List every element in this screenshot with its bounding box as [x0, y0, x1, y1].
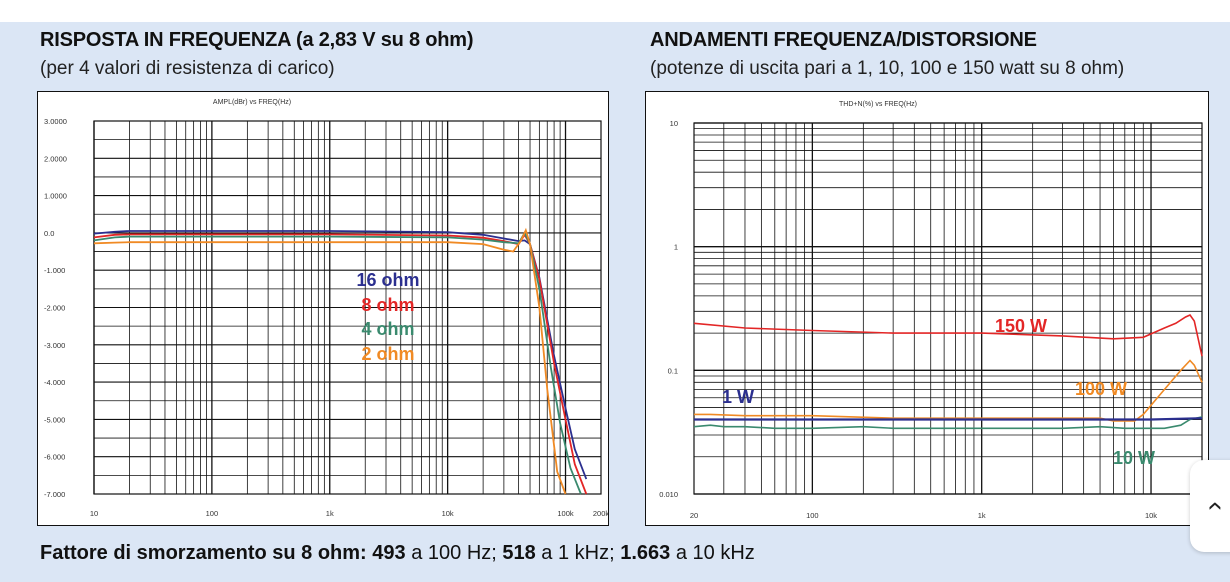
y-tick-label: -3.000 — [44, 341, 65, 350]
y-tick-label: -4.000 — [44, 378, 65, 387]
y-tick-label: 0.010 — [659, 490, 678, 499]
y-tick-label: 2.0000 — [44, 154, 67, 163]
legend-8-ohm: 8 ohm — [361, 295, 414, 315]
plot-area — [93, 120, 602, 495]
y-tick-label: 1.0000 — [44, 192, 67, 201]
y-tick-label: -1.000 — [44, 266, 65, 275]
series-line-1-W — [694, 417, 1203, 421]
y-tick-label: 10 — [670, 119, 678, 128]
left-chart-subtitle: (per 4 valori di resistenza di carico) — [40, 58, 335, 79]
damping-value-1khz: 518 — [502, 542, 536, 564]
series-line-10-W — [693, 416, 1203, 430]
legend-150-W: 150 W — [995, 316, 1047, 336]
y-tick-label: 0.1 — [668, 366, 678, 375]
frequency-response-chart: AMPL(dBr) vs FREQ(Hz) 3.0000 2.0000 1.0000 0… — [44, 99, 609, 518]
legend-4-ohm: 4 ohm — [361, 319, 414, 339]
chevron-icon: ‹ — [1201, 501, 1230, 511]
y-tick-label: -5.000 — [44, 415, 65, 424]
right-chart-title: ANDAMENTI FREQUENZA/DISTORSIONE — [650, 29, 1037, 51]
x-tick-label: 10 — [90, 509, 98, 518]
y-tick-label: 3.0000 — [44, 117, 67, 126]
y-tick-label: 1 — [674, 243, 678, 252]
right-chart-subtitle: (potenze di uscita pari a 1, 10, 100 e 1… — [650, 58, 1125, 79]
distortion-chart: THD+N(%) vs FREQ(Hz) 10 1 0.1 0.010 20 100 1k 10… — [659, 101, 1203, 520]
left-chart-frame: AMPL(dBr) vs FREQ(Hz) 3.0000 2.0000 1.0000 0… — [37, 91, 609, 526]
damping-factor-line: Fattore di smorzamento su 8 ohm: 493 a 1… — [40, 542, 755, 565]
x-tick-label: 100 — [806, 511, 819, 520]
y-tick-label: -7.000 — [44, 490, 65, 499]
legend-2-ohm: 2 ohm — [361, 344, 414, 364]
chart-header: THD+N(%) vs FREQ(Hz) — [839, 101, 917, 108]
damping-label: Fattore di smorzamento su 8 ohm: — [40, 542, 367, 564]
x-tick-label: 10k — [442, 509, 454, 518]
x-tick-label: 1k — [326, 509, 334, 518]
x-tick-label: 100 — [206, 509, 219, 518]
plot-area — [693, 122, 1203, 495]
legend-10-W: 10 W — [1113, 448, 1155, 468]
right-chart-frame: THD+N(%) vs FREQ(Hz) 10 1 0.1 0.010 20 100 1k 10… — [645, 91, 1209, 526]
x-tick-label: 100k — [557, 509, 574, 518]
y-tick-label: -2.000 — [44, 304, 65, 313]
damping-value-10khz: 1.663 — [620, 542, 671, 564]
legend-16-ohm: 16 ohm — [356, 270, 419, 290]
damping-text-1khz: a 1 kHz; — [535, 542, 621, 564]
left-chart-title: RISPOSTA IN FREQUENZA (a 2,83 V su 8 ohm… — [40, 29, 474, 51]
x-tick-label: 20 — [690, 511, 698, 520]
series-line-8-ohm — [93, 233, 588, 495]
damping-text-100hz: a 100 Hz; — [405, 542, 503, 564]
series-line-2-ohm — [93, 227, 567, 495]
x-tick-label: 1k — [978, 511, 986, 520]
y-tick-label: 0.0 — [44, 229, 54, 238]
series-line-4-ohm — [93, 230, 582, 495]
series-line-16-ohm — [93, 230, 588, 480]
legend-100-W: 100 W — [1075, 379, 1127, 399]
y-tick-label: -6.000 — [44, 453, 65, 462]
side-panel-button[interactable]: ‹ — [1190, 460, 1230, 552]
chart-header: AMPL(dBr) vs FREQ(Hz) — [213, 99, 291, 106]
damping-value-100hz: 493 — [372, 542, 406, 564]
series-line-150-W — [693, 313, 1203, 357]
x-tick-label: 10k — [1145, 511, 1157, 520]
damping-text-10khz: a 10 kHz — [670, 542, 755, 564]
x-tick-label: 200k — [593, 509, 608, 518]
legend-1-W: 1 W — [722, 387, 754, 407]
